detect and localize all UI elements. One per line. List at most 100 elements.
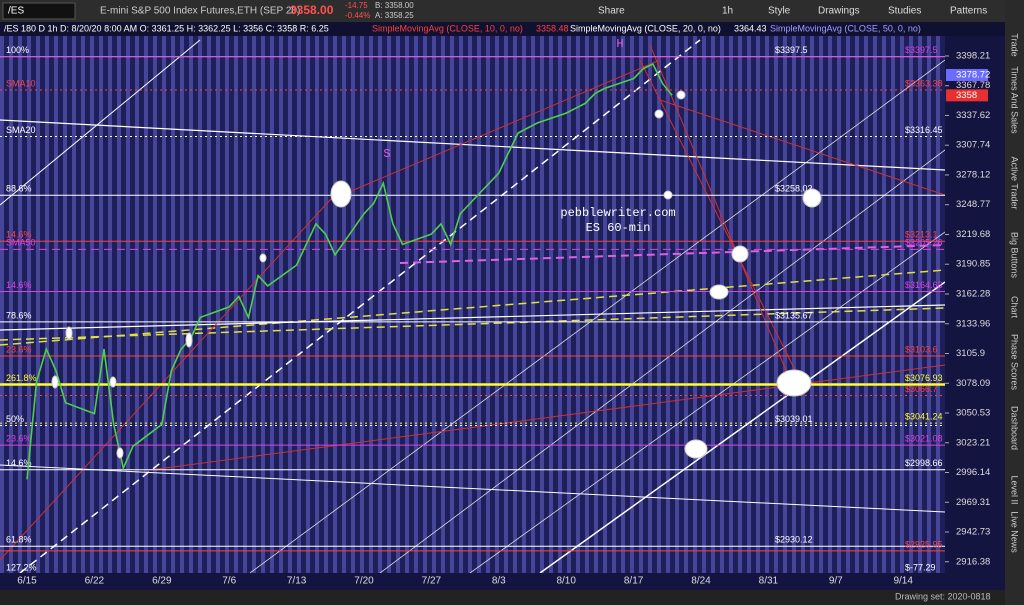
x-tick-label: 6/22 — [85, 576, 105, 587]
y-tick-label: 3050.53 — [956, 408, 990, 419]
status-text: Drawing set: 2020-0818 — [895, 591, 991, 601]
x-tick-label: 7/20 — [354, 576, 374, 587]
y-tick-label: 2916.38 — [956, 556, 990, 567]
price-line — [26, 62, 673, 480]
x-tick-label: 6/29 — [152, 576, 172, 587]
symbol-box[interactable] — [2, 2, 76, 20]
trendline — [249, 59, 945, 573]
price-marker — [946, 89, 988, 102]
trendline — [0, 39, 201, 206]
sidebar-tab[interactable]: Live News — [1010, 511, 1020, 553]
ellipse — [65, 326, 73, 340]
x-tick-label: 7/13 — [287, 576, 307, 587]
ellipse — [802, 188, 822, 208]
level-label: $3164.63 — [905, 280, 943, 290]
ellipse — [709, 284, 729, 300]
x-tick-label: 8/3 — [492, 576, 506, 587]
change: -14.75 — [345, 1, 368, 10]
ellipse — [663, 190, 673, 200]
pattern-label: H — [616, 37, 623, 51]
toolbar-button[interactable]: Patterns — [950, 6, 987, 17]
level-label: $-77.29 — [905, 562, 936, 572]
change-pct: -0.44% — [345, 11, 370, 20]
sidebar-tab[interactable]: Big Buttons — [1010, 232, 1020, 279]
ellipse — [259, 253, 267, 263]
status-bar — [0, 590, 1005, 605]
y-tick-label: 3105.9 — [956, 348, 985, 359]
sidebar-tab[interactable]: Dashboard — [1010, 406, 1020, 450]
x-tick-label: 7/6 — [222, 576, 236, 587]
toolbar-buttons: Share 1h Style Drawings Studies Patterns — [598, 6, 987, 17]
level-label: $3363.38 — [905, 78, 943, 88]
sidebar-tab[interactable]: Chart — [1010, 296, 1020, 319]
level-tag: 14.6% — [6, 280, 32, 290]
price-marker-label: 3358 — [956, 90, 977, 101]
level-label: $3205.26 — [905, 238, 943, 248]
level-label: $3039.01 — [775, 414, 813, 424]
y-tick-label: 3078.09 — [956, 378, 990, 389]
y-tick-label: 2996.14 — [956, 467, 990, 478]
sidebar-tab[interactable]: Trade — [1010, 33, 1020, 56]
ellipse — [776, 369, 812, 397]
sidebar — [1005, 0, 1024, 605]
y-tick-label: 2969.31 — [956, 497, 990, 508]
sidebar-tab[interactable]: Level II — [1010, 475, 1020, 504]
ellipse — [116, 447, 124, 459]
ellipse — [731, 245, 749, 263]
sidebar-tab[interactable]: Times And Sales — [1010, 66, 1020, 134]
trendlines — [0, 39, 945, 573]
study-name: SimpleMovingAvg (CLOSE, 10, 0, no) — [372, 23, 523, 33]
sidebar-tab[interactable]: Active Trader — [1010, 156, 1020, 209]
x-tick-label: 6/15 — [17, 576, 37, 587]
pattern-label: S — [383, 147, 390, 161]
toolbar-button[interactable]: Studies — [888, 6, 921, 17]
trendline — [0, 119, 945, 171]
level-label: $3258.03 — [775, 184, 813, 194]
y-tick-label: 3190.85 — [956, 259, 990, 270]
level-tag: 14.6% — [6, 230, 32, 240]
trendline — [379, 149, 945, 573]
price-marker-label: 3378.72 — [956, 69, 990, 80]
ellipse — [51, 375, 59, 389]
trendline — [19, 39, 701, 573]
x-tick-label: 8/31 — [759, 576, 779, 587]
level-tag: 23.6% — [6, 433, 32, 443]
legend-header: /ES 180 D 1h D: 8/20/20 8:00 AM O: 3361.… — [4, 23, 329, 33]
trendline — [149, 364, 945, 471]
toolbar-button[interactable]: Share — [598, 6, 625, 17]
toolbar-button[interactable]: 1h — [722, 6, 733, 17]
trendline — [469, 231, 945, 573]
y-tick-label: 3133.96 — [956, 318, 990, 329]
ellipse — [654, 109, 664, 119]
toolbar-button[interactable]: Drawings — [818, 6, 860, 17]
description: E-mini S&P 500 Index Futures,ETH (SEP 20… — [100, 6, 300, 17]
symbol[interactable]: /ES — [8, 6, 24, 17]
level-label: $2998.66 — [905, 458, 943, 468]
level-tag: 50% — [6, 414, 24, 424]
toolbar-button[interactable]: Style — [768, 6, 791, 17]
ellipse — [676, 90, 686, 100]
study-name: SimpleMovingAvg (CLOSE, 20, 0, no) — [570, 23, 721, 33]
ellipse — [185, 332, 193, 348]
y-tick-label: 3278.12 — [956, 169, 990, 180]
y-tick-label: 3219.68 — [956, 229, 990, 240]
level-tag: 14.6% — [6, 458, 32, 468]
x-tick-label: 9/14 — [893, 576, 913, 587]
price-series — [26, 62, 673, 480]
sidebar-tab[interactable]: Phase Scores — [1010, 334, 1020, 391]
trendline — [0, 304, 945, 331]
level-label: $3021.08 — [905, 433, 943, 443]
ellipse — [684, 439, 708, 459]
sidebar-tabs: Trade Times And Sales Active Trader Big But… — [1010, 33, 1020, 553]
watermark: pebblewriter.com — [560, 206, 675, 220]
price-axis — [945, 36, 1005, 573]
x-tick-label: 8/24 — [691, 576, 711, 587]
study-name: SimpleMovingAvg (CLOSE, 50, 0, no) — [770, 23, 921, 33]
trendline — [649, 44, 791, 381]
trendline — [639, 59, 801, 381]
y-tick-label: 3398.21 — [956, 50, 990, 61]
level-label: $3135.67 — [775, 310, 813, 320]
legend: /ES 180 D 1h D: 8/20/20 8:00 AM O: 3361.… — [4, 23, 921, 33]
